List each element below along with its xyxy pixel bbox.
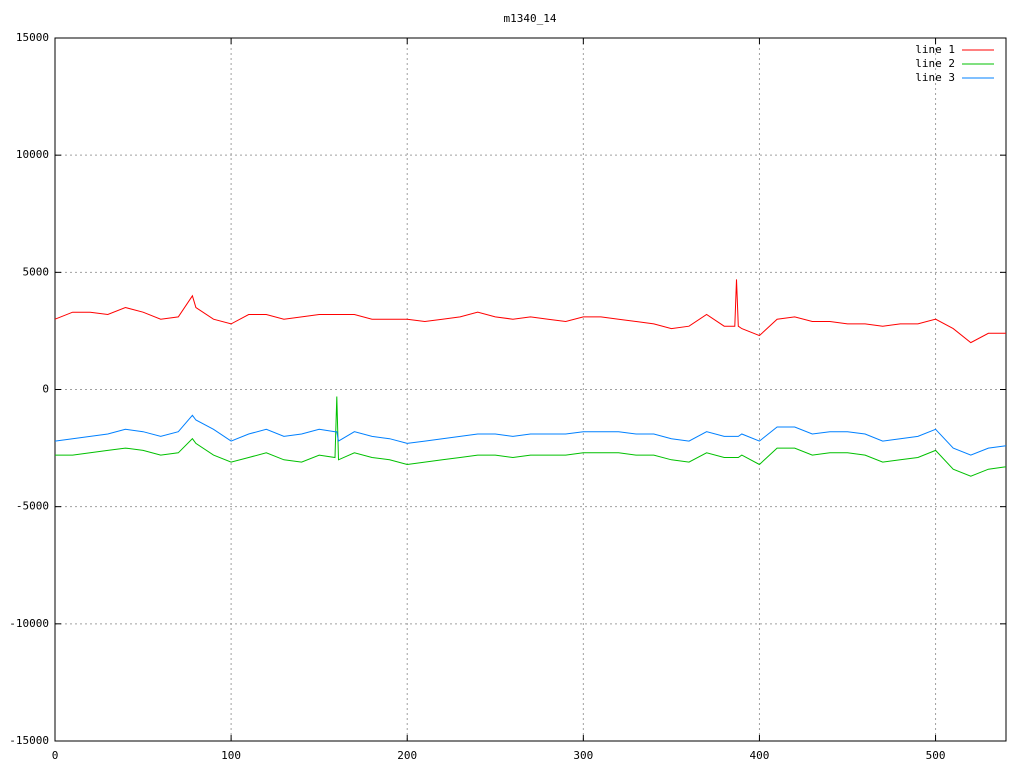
y-tick-label: -5000 <box>16 500 49 513</box>
legend-label: line 1 <box>915 43 955 56</box>
y-tick-label: 0 <box>42 383 49 396</box>
x-tick-label: 100 <box>221 749 241 762</box>
y-tick-label: -10000 <box>9 617 49 630</box>
y-tick-label: 5000 <box>23 265 50 278</box>
data-line <box>54 279 1006 344</box>
plot-frame <box>54 37 1007 742</box>
data-line <box>54 414 1007 456</box>
y-tick-label: 15000 <box>16 31 49 44</box>
x-tick-label: 400 <box>750 749 770 762</box>
legend-label: line 2 <box>915 57 955 70</box>
x-tick-label: 500 <box>926 749 946 762</box>
x-tick-label: 0 <box>52 749 59 762</box>
chart-title: m1340_14 <box>504 12 557 25</box>
y-tick-label: -15000 <box>9 734 49 747</box>
y-tick-label: 10000 <box>16 148 49 161</box>
x-tick-label: 300 <box>573 749 593 762</box>
legend-label: line 3 <box>915 71 955 84</box>
x-tick-label: 200 <box>397 749 417 762</box>
data-line <box>55 396 1007 477</box>
